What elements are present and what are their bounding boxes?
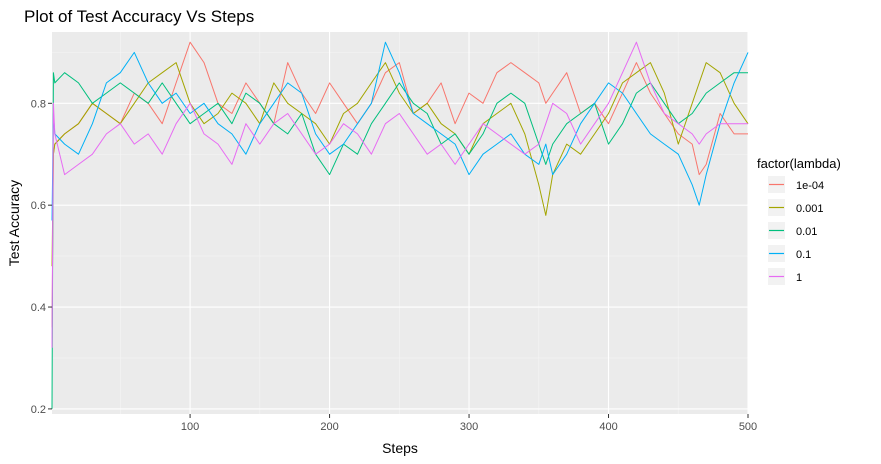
y-tick-label: 0.6	[31, 200, 46, 212]
y-tick-label: 0.2	[31, 404, 46, 416]
y-tick-label: 0.4	[31, 302, 46, 314]
x-tick-label: 500	[739, 421, 757, 433]
series-line-2	[51, 72, 748, 409]
series-line-4	[51, 41, 748, 348]
legend-label: 1	[796, 272, 802, 284]
legend-label: 0.1	[796, 249, 811, 261]
legend-label: 1e-04	[796, 180, 824, 192]
x-tick-label: 300	[460, 421, 478, 433]
legend-label: 0.01	[796, 226, 817, 238]
legend: factor(lambda) 1e-04 0.001 0.01 0.1 1	[757, 156, 841, 285]
legend-label: 0.001	[796, 203, 824, 215]
plot-panel	[52, 32, 748, 414]
chart-title: Plot of Test Accuracy Vs Steps	[24, 7, 254, 26]
series-line-3	[51, 41, 749, 221]
grid	[52, 32, 749, 414]
y-axis-ticks: 0.2 0.4 0.6 0.8	[31, 98, 52, 416]
x-axis-title: Steps	[382, 440, 418, 456]
x-tick-label: 100	[181, 421, 199, 433]
y-axis-title: Test Accuracy	[6, 180, 22, 266]
x-tick-label: 400	[599, 421, 617, 433]
x-tick-label: 200	[320, 421, 338, 433]
legend-title: factor(lambda)	[757, 156, 841, 171]
series-layer	[51, 41, 749, 409]
x-axis-ticks: 100 200 300 400 500	[181, 414, 757, 433]
y-tick-label: 0.8	[31, 98, 46, 110]
